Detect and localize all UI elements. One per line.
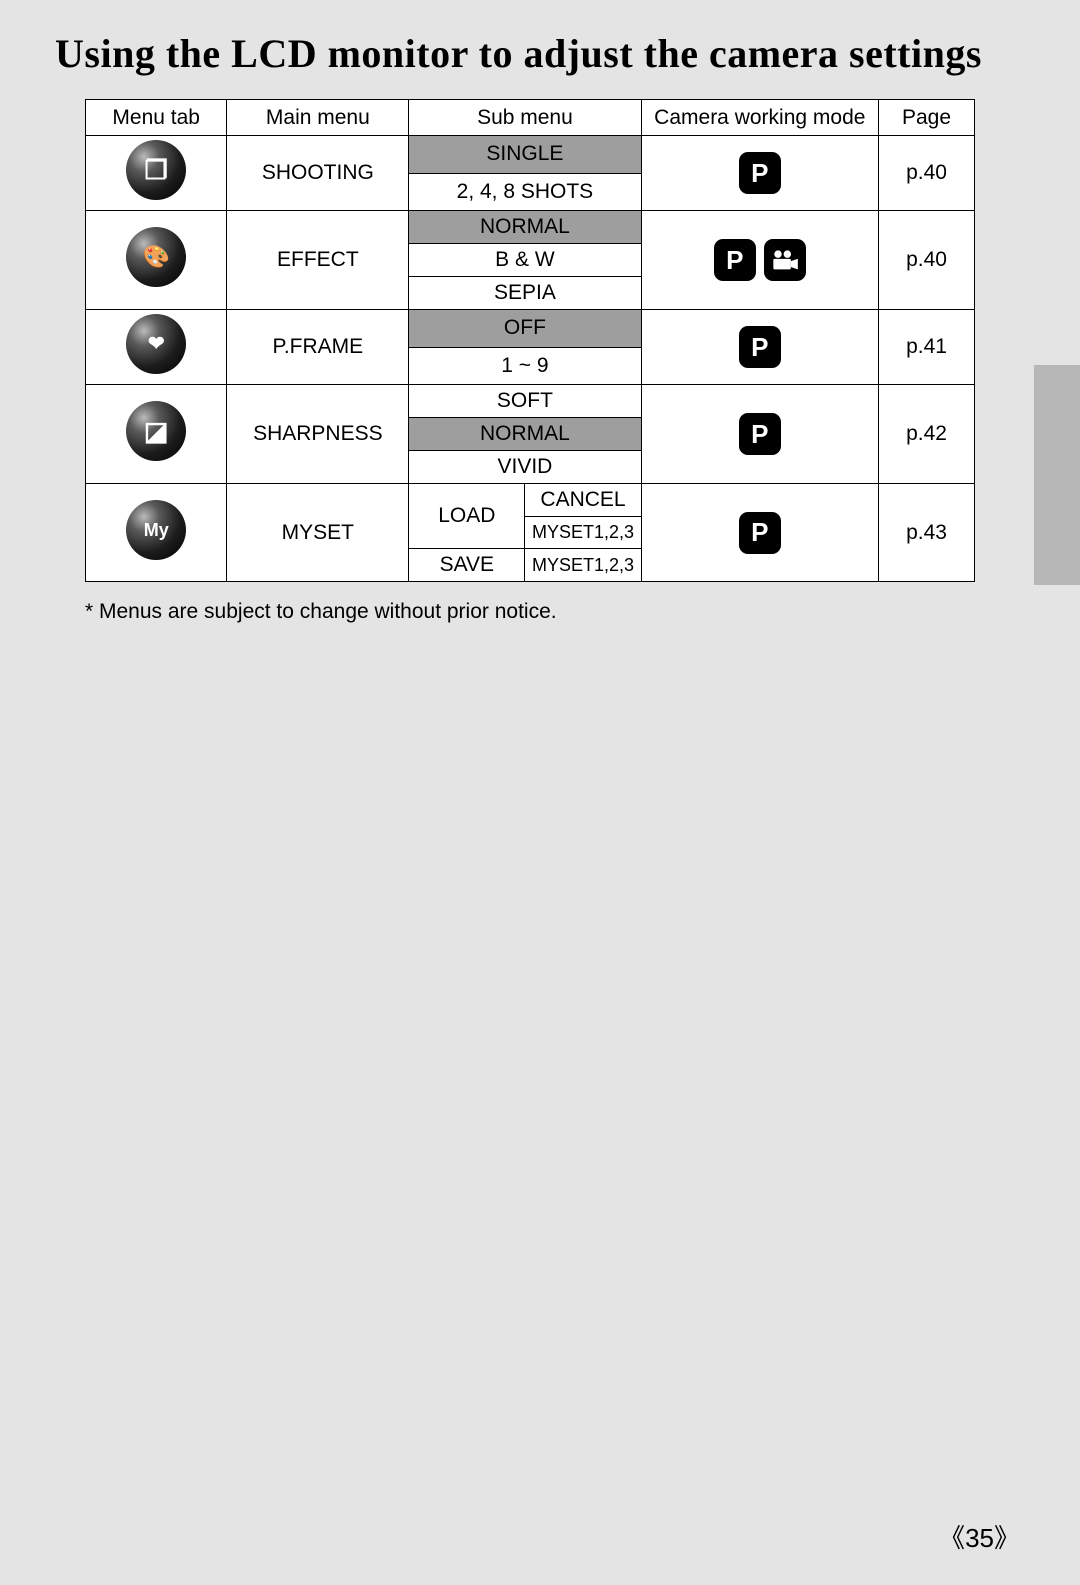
page-myset: p.43 (879, 484, 975, 582)
manual-page: Using the LCD monitor to adjust the came… (0, 0, 1080, 1585)
row-myset: My MYSET LOAD CANCEL P p.43 (86, 484, 975, 517)
main-myset: MYSET (227, 484, 409, 582)
sub-sharp-normal: NORMAL (409, 418, 641, 451)
p-mode-icon: P (739, 512, 781, 554)
steps-icon: ◪ (144, 418, 169, 444)
myset-icon: My (144, 521, 169, 539)
page-number: 《35》 (939, 1518, 1020, 1555)
p-mode-icon: P (714, 239, 756, 281)
page-pframe: p.41 (879, 310, 975, 385)
sub-sharp-vivid: VIVID (409, 451, 641, 484)
icon-pframe: ❤ (86, 310, 227, 385)
row-sharpness: ◪ SHARPNESS SOFT P p.42 (86, 385, 975, 418)
video-mode-icon (764, 239, 806, 281)
row-effect: 🎨 EFFECT NORMAL P p.40 (86, 211, 975, 244)
mode-effect: P (641, 211, 878, 310)
main-effect: EFFECT (227, 211, 409, 310)
heart-icon: ❤ (148, 334, 165, 354)
section-edge-tab (1034, 365, 1080, 585)
main-sharpness: SHARPNESS (227, 385, 409, 484)
mode-shooting: P (641, 136, 878, 211)
sub-myset-load: LOAD (409, 484, 525, 549)
page-shooting: p.40 (879, 136, 975, 211)
col-main-menu: Main menu (227, 100, 409, 136)
icon-effect: 🎨 (86, 211, 227, 310)
col-sub-menu: Sub menu (409, 100, 641, 136)
sub-pframe-off: OFF (409, 310, 641, 348)
mode-myset: P (641, 484, 878, 582)
table-header-row: Menu tab Main menu Sub menu Camera worki… (86, 100, 975, 136)
row-shooting: ❐ SHOOTING SINGLE P p.40 (86, 136, 975, 174)
icon-myset: My (86, 484, 227, 582)
sub-effect-sepia: SEPIA (409, 277, 641, 310)
menu-table: Menu tab Main menu Sub menu Camera worki… (85, 99, 975, 582)
sub-shooting-multi: 2, 4, 8 SHOTS (409, 173, 641, 211)
sub-effect-bw: B & W (409, 244, 641, 277)
mode-sharpness: P (641, 385, 878, 484)
page-title: Using the LCD monitor to adjust the came… (55, 30, 1025, 77)
p-mode-icon: P (739, 326, 781, 368)
sub-myset-load-cancel: CANCEL (525, 484, 641, 517)
footnote: * Menus are subject to change without pr… (85, 600, 1025, 624)
sub-myset-save-vals: MYSET1,2,3 (525, 549, 641, 582)
main-shooting: SHOOTING (227, 136, 409, 211)
main-pframe: P.FRAME (227, 310, 409, 385)
shooting-icon: ❐ (145, 157, 168, 183)
page-effect: p.40 (879, 211, 975, 310)
icon-shooting: ❐ (86, 136, 227, 211)
col-mode: Camera working mode (641, 100, 878, 136)
col-menu-tab: Menu tab (86, 100, 227, 136)
page-sharpness: p.42 (879, 385, 975, 484)
sub-sharp-soft: SOFT (409, 385, 641, 418)
icon-sharpness: ◪ (86, 385, 227, 484)
mode-pframe: P (641, 310, 878, 385)
sub-shooting-single: SINGLE (409, 136, 641, 174)
sub-myset-load-vals: MYSET1,2,3 (525, 517, 641, 549)
col-page: Page (879, 100, 975, 136)
sub-effect-normal: NORMAL (409, 211, 641, 244)
palette-icon: 🎨 (143, 246, 170, 268)
sub-pframe-range: 1 ~ 9 (409, 347, 641, 385)
page-number-value: 35 (965, 1523, 994, 1553)
row-pframe: ❤ P.FRAME OFF P p.41 (86, 310, 975, 348)
p-mode-icon: P (739, 413, 781, 455)
sub-myset-save: SAVE (409, 549, 525, 582)
p-mode-icon: P (739, 152, 781, 194)
